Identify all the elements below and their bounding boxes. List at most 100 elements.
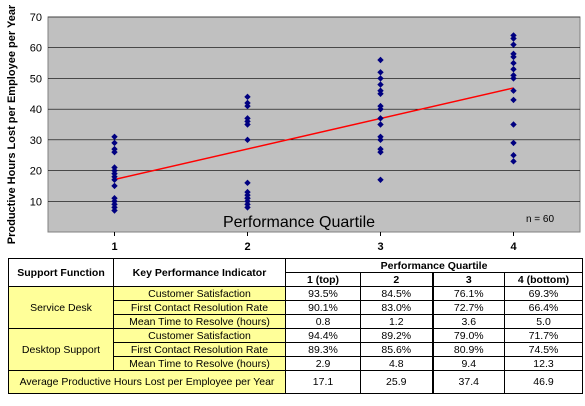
data-point — [510, 87, 517, 94]
y-tick-label: 30 — [30, 135, 42, 147]
data-point — [111, 207, 118, 214]
x-axis-ticks: 1 2 3 4 — [111, 232, 517, 253]
table-cell: 76.1% — [431, 286, 505, 301]
y-tick-label: 10 — [30, 196, 42, 208]
data-point — [111, 182, 118, 190]
plot-area — [47, 16, 581, 233]
data-point — [377, 176, 384, 183]
data-point — [377, 75, 384, 82]
table-cell: 2.9 — [285, 356, 361, 371]
data-point — [510, 53, 517, 61]
data-point — [244, 179, 251, 187]
data-point — [510, 121, 517, 128]
y-tick-label: 20 — [30, 166, 42, 178]
y-tick-label: 60 — [30, 43, 42, 55]
table-cell: 17.1 — [285, 370, 361, 394]
table-cell: 4.8 — [360, 356, 433, 371]
table-row: Mean Time to Resolve (hours) 0.8 1.2 3.6… — [9, 314, 584, 329]
kpi-label: First Contact Resolution Rate — [113, 300, 286, 315]
data-point — [377, 90, 384, 97]
y-tick-label: 70 — [30, 12, 42, 24]
average-hours-label: Average Productive Hours Lost per Employ… — [8, 370, 286, 394]
table-cell: 90.1% — [285, 300, 361, 315]
table-cell: 83.0% — [360, 300, 433, 315]
table-cell: 3.6 — [431, 314, 505, 329]
table-row: Service Desk Customer Satisfaction 93.5%… — [8, 286, 584, 329]
data-point — [377, 121, 384, 128]
data-point — [244, 102, 251, 110]
kpi-table-container: Support Function Key Performance Indicat… — [8, 258, 584, 394]
table-cell: 37.4 — [431, 370, 505, 394]
table-row: Mean Time to Resolve (hours) 2.9 4.8 9.4… — [9, 356, 584, 371]
sample-size-annotation: n = 60 — [526, 214, 555, 225]
table-cell: 74.5% — [503, 342, 584, 357]
data-point — [377, 69, 384, 76]
data-point — [244, 204, 251, 211]
table-cell: 79.0% — [431, 328, 505, 343]
table-cell: 84.5% — [360, 286, 433, 301]
data-point — [377, 56, 384, 64]
x-tick-label: 3 — [377, 241, 383, 253]
y-axis-ticks: 10 20 30 40 50 60 70 — [30, 12, 42, 208]
kpi-table: Support Function Key Performance Indicat… — [8, 258, 584, 394]
kpi-label: First Contact Resolution Rate — [113, 342, 286, 357]
data-point — [111, 148, 118, 156]
data-point — [510, 59, 517, 67]
data-point — [377, 105, 384, 113]
table-cell: 0.8 — [285, 314, 361, 329]
table-cell: 93.5% — [285, 286, 361, 301]
table-cell: 89.2% — [360, 328, 433, 343]
data-point — [244, 195, 251, 202]
table-cell: 85.6% — [360, 342, 433, 357]
kpi-label: Customer Satisfaction — [113, 286, 286, 301]
y-axis-label: Productive Hours Lost per Employee per Y… — [6, 4, 18, 244]
data-point — [244, 136, 251, 144]
data-point — [377, 115, 384, 122]
function-desktop-support: Desktop Support — [8, 328, 114, 371]
table-row: First Contact Resolution Rate 89.3% 85.6… — [9, 342, 584, 357]
data-point — [510, 66, 517, 73]
data-points — [111, 32, 517, 214]
header-support-function: Support Function — [8, 258, 114, 287]
data-point — [244, 93, 251, 101]
table-cell: 5.0 — [503, 314, 584, 329]
table-cell: 94.4% — [285, 328, 361, 343]
data-point — [510, 35, 517, 42]
table-cell: 80.9% — [431, 342, 505, 357]
kpi-label: Mean Time to Resolve (hours) — [113, 314, 286, 329]
data-point — [510, 41, 517, 48]
data-point — [377, 148, 384, 156]
header-quartile-2: 2 — [360, 272, 433, 287]
header-performance-quartile: Performance Quartile — [284, 258, 584, 273]
y-tick-label: 40 — [30, 104, 42, 116]
y-tick-label: 50 — [30, 73, 42, 85]
header-quartile-3: 3 — [431, 272, 505, 287]
table-cell: 66.4% — [503, 300, 584, 315]
trend-line — [114, 87, 514, 181]
table-cell: 25.9 — [360, 370, 433, 394]
data-point — [510, 75, 517, 82]
table-row: First Contact Resolution Rate 90.1% 83.0… — [9, 300, 584, 315]
header-quartile-1: 1 (top) — [285, 272, 361, 287]
table-cell: 9.4 — [431, 356, 505, 371]
gridlines — [48, 16, 580, 202]
scatter-chart: 10 20 30 40 50 60 70 1 2 3 4 Productive Hours Los… — [6, 4, 581, 253]
table-cell: 69.3% — [503, 286, 584, 301]
data-point — [377, 81, 384, 88]
data-point — [510, 152, 517, 159]
data-point — [111, 176, 118, 183]
data-point — [111, 139, 118, 147]
x-axis-label: Performance Quartile — [223, 214, 375, 231]
table-cell: 71.7% — [503, 328, 584, 343]
table-row: Desktop Support Customer Satisfaction 94… — [8, 328, 584, 371]
x-tick-label: 1 — [111, 241, 117, 253]
data-point — [244, 121, 251, 128]
table-cell: 1.2 — [360, 314, 433, 329]
header-kpi: Key Performance Indicator — [113, 258, 286, 287]
kpi-label: Mean Time to Resolve (hours) — [113, 356, 286, 371]
data-point — [510, 158, 517, 165]
function-service-desk: Service Desk — [8, 286, 114, 329]
table-cell: 72.7% — [431, 300, 505, 315]
data-point — [510, 139, 517, 147]
table-footer-row: Average Productive Hours Lost per Employ… — [8, 370, 584, 394]
